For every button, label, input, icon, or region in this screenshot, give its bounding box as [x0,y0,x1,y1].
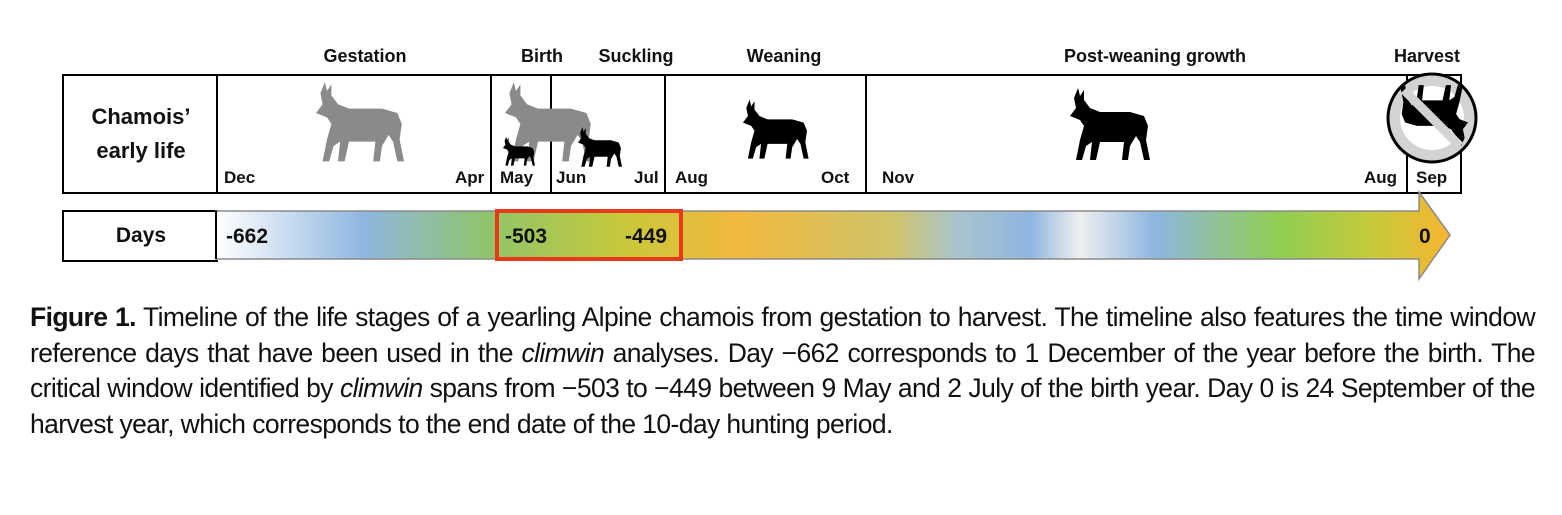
month-sep: Sep [1416,168,1448,187]
caption-climwin-1: climwin [521,337,605,368]
month-aug: Aug [675,168,709,187]
day-end: 0 [1419,225,1431,248]
month-jun: Jun [556,168,587,187]
row-title-early-life: Chamois’ early life [64,76,218,192]
stage-label-weaning: Weaning [746,46,822,66]
days-row: Days [62,210,1462,262]
silhouettes-layer [316,72,1478,167]
month-nov: Nov [882,168,915,187]
divider-weaning [664,76,666,192]
divider-birth [490,76,492,192]
critical-window-highlight [495,209,683,261]
stage-label-harvest: Harvest [1393,46,1461,66]
figure-caption: Figure 1. Timeline of the life stages of… [30,300,1536,442]
day-window-end: -449 [625,225,668,248]
month-oct: Oct [821,168,850,187]
row-title-line1: Chamois’ [91,104,191,129]
caption-part3: spans from −503 to −449 between 9 May an… [30,373,1536,439]
stage-label-birth: Birth [521,46,563,66]
divider-post-weaning [865,76,867,192]
month-dec: Dec [224,168,256,187]
caption-part2: analyses. Day −662 corresponds to 1 Dece… [30,337,1536,404]
day-window-start: -503 [505,225,548,248]
stage-label-gestation: Gestation [323,46,407,66]
divider-title [216,76,218,192]
harvest-forbidden-icon [1386,72,1478,164]
day-start: -662 [226,225,269,248]
month-jul: Jul [634,168,659,187]
days-label: Days [62,210,218,262]
caption-figure-label: Figure 1. [30,302,136,332]
chamois-yearling-icon [743,99,809,159]
row-title-line2: early life [96,138,186,163]
life-stage-timeline: Chamois’ early life Dec Apr May Jun Jul … [62,74,1462,194]
chamois-adult-icon [316,82,404,162]
caption-climwin-2: climwin [339,373,423,403]
month-aug-harvest: Aug [1364,168,1398,187]
stage-label-suckling: Suckling [598,46,674,66]
stage-label-post-weaning: Post-weaning growth [1064,46,1246,66]
caption-part1: Timeline of the life stages of a yearlin… [30,302,1536,368]
chamois-yearling-icon [1070,88,1150,160]
month-may: May [500,168,534,187]
month-apr: Apr [455,168,485,187]
